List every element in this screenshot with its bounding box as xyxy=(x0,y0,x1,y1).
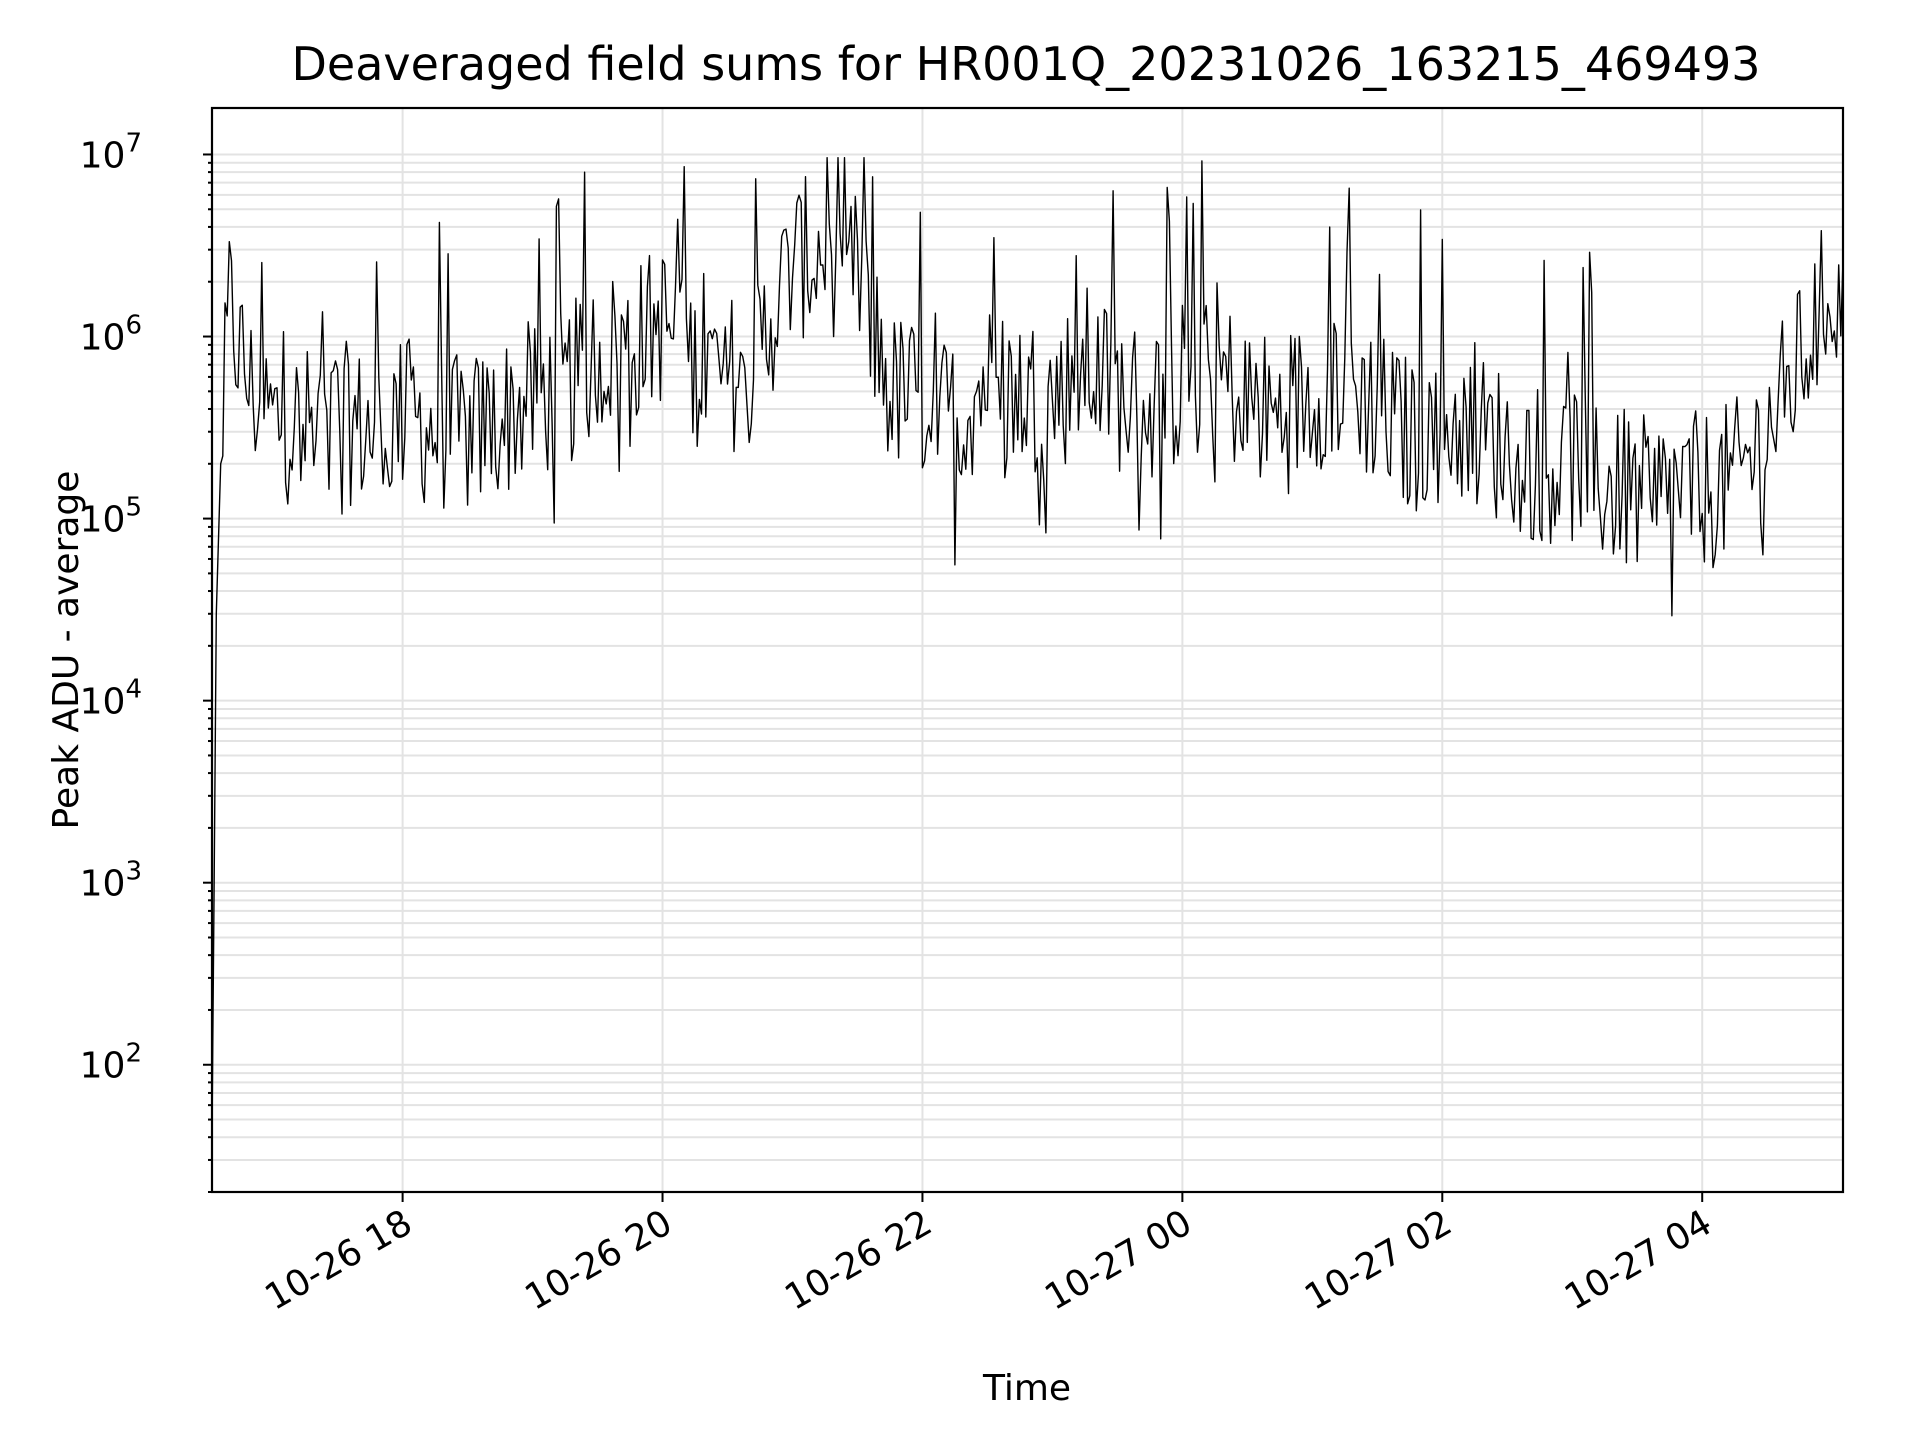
x-axis-label: Time xyxy=(982,1368,1071,1409)
y-tick-label: 103 xyxy=(80,857,142,905)
y-tick-label: 106 xyxy=(80,311,142,359)
grid xyxy=(212,108,1843,1193)
y-axis-label: Peak ADU - average xyxy=(46,471,87,830)
y-tick-label: 102 xyxy=(80,1039,142,1087)
chart-title: Deaveraged field sums for HR001Q_2023102… xyxy=(291,37,1760,91)
plot-frame xyxy=(210,106,1845,1194)
y-tick-label: 105 xyxy=(80,493,142,541)
series-line-group xyxy=(211,156,1844,1138)
y-tick-label: 107 xyxy=(80,128,142,176)
series-line xyxy=(211,156,1844,1138)
y-tick-label: 104 xyxy=(80,675,142,723)
y-axis: 102 103 104 105 106 107 xyxy=(80,128,212,1193)
